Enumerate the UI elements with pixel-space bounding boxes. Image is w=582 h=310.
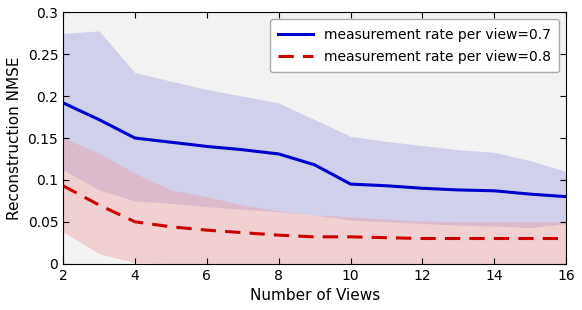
measurement rate per view=0.7 xyxy=(563,195,570,198)
measurement rate per view=0.8 xyxy=(455,237,462,240)
measurement rate per view=0.8 xyxy=(203,228,210,232)
measurement rate per view=0.7 xyxy=(275,152,282,156)
measurement rate per view=0.7 xyxy=(311,163,318,167)
measurement rate per view=0.7 xyxy=(455,188,462,192)
measurement rate per view=0.8 xyxy=(59,184,66,188)
Line: measurement rate per view=0.7: measurement rate per view=0.7 xyxy=(63,103,566,197)
measurement rate per view=0.7 xyxy=(59,101,66,105)
Line: measurement rate per view=0.8: measurement rate per view=0.8 xyxy=(63,186,566,238)
measurement rate per view=0.7 xyxy=(203,144,210,148)
measurement rate per view=0.8 xyxy=(491,237,498,240)
measurement rate per view=0.8 xyxy=(275,233,282,237)
measurement rate per view=0.7 xyxy=(527,192,534,196)
measurement rate per view=0.8 xyxy=(311,235,318,239)
measurement rate per view=0.8 xyxy=(383,236,390,240)
Y-axis label: Reconstruction NMSE: Reconstruction NMSE xyxy=(7,56,22,220)
measurement rate per view=0.8 xyxy=(168,225,175,229)
measurement rate per view=0.7 xyxy=(95,118,102,122)
measurement rate per view=0.7 xyxy=(239,148,246,152)
X-axis label: Number of Views: Number of Views xyxy=(250,288,380,303)
measurement rate per view=0.7 xyxy=(419,186,426,190)
measurement rate per view=0.8 xyxy=(132,220,139,224)
measurement rate per view=0.7 xyxy=(347,182,354,186)
measurement rate per view=0.8 xyxy=(95,203,102,207)
measurement rate per view=0.7 xyxy=(491,189,498,193)
measurement rate per view=0.8 xyxy=(527,237,534,240)
measurement rate per view=0.8 xyxy=(419,237,426,240)
measurement rate per view=0.8 xyxy=(239,231,246,235)
measurement rate per view=0.7 xyxy=(132,136,139,140)
measurement rate per view=0.8 xyxy=(347,235,354,239)
measurement rate per view=0.7 xyxy=(383,184,390,188)
Legend: measurement rate per view=0.7, measurement rate per view=0.8: measurement rate per view=0.7, measureme… xyxy=(269,20,559,73)
measurement rate per view=0.8 xyxy=(563,237,570,240)
measurement rate per view=0.7 xyxy=(168,140,175,144)
